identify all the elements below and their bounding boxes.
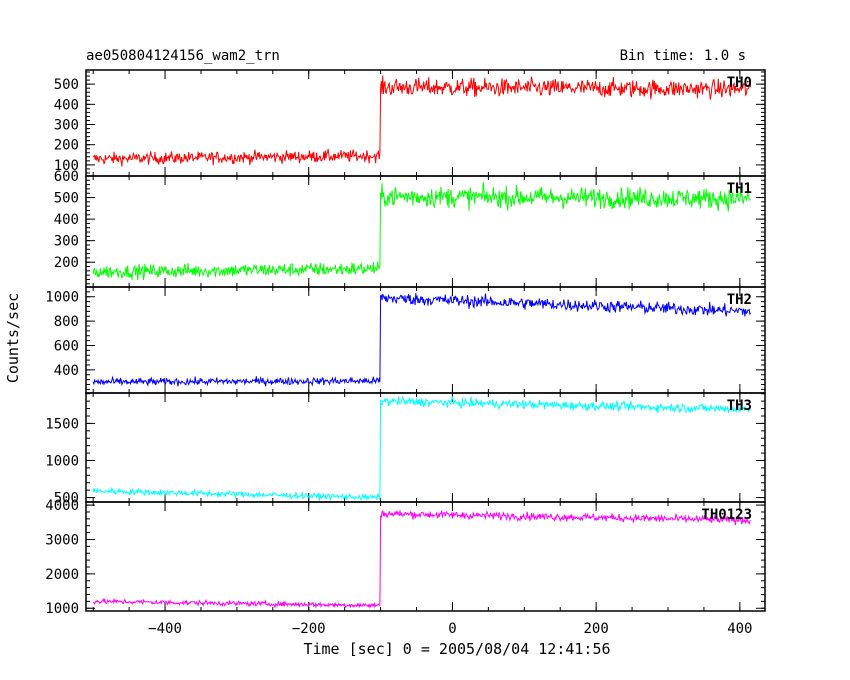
panels-layer: 100 200 300 400 500 TH0 200 300 400 500 600 TH1 400 6… bbox=[45, 69, 766, 637]
y-axis-title: Counts/sec bbox=[4, 293, 22, 383]
x-tick-label: 0 bbox=[448, 621, 456, 637]
y-tick-label: 4000 bbox=[45, 498, 79, 514]
y-tick-label: 800 bbox=[54, 314, 79, 330]
x-tick-label: −400 bbox=[148, 621, 182, 637]
y-tick-label: 600 bbox=[54, 338, 79, 354]
y-tick-label: 1000 bbox=[45, 290, 79, 306]
panel-label: TH0123 bbox=[701, 507, 752, 523]
panel-label: TH3 bbox=[727, 398, 752, 414]
panel-frame bbox=[85, 286, 766, 394]
chart-title: ae050804124156_wam2_trn bbox=[86, 48, 280, 64]
x-tick-label: 200 bbox=[583, 621, 608, 637]
y-tick-label: 400 bbox=[54, 97, 79, 113]
series-line-th1 bbox=[92, 181, 751, 281]
panel-th0: 100 200 300 400 500 TH0 bbox=[54, 69, 766, 177]
y-tick-label: 500 bbox=[54, 491, 79, 507]
y-tick-label: 500 bbox=[54, 77, 79, 93]
panel-th3: 500 1000 1500 TH3 bbox=[45, 392, 766, 507]
panel-label: TH2 bbox=[727, 292, 752, 308]
y-tick-label: 400 bbox=[54, 212, 79, 228]
y-tick-label: 300 bbox=[54, 118, 79, 134]
y-tick-label: 300 bbox=[54, 234, 79, 250]
series-line-th0 bbox=[92, 75, 752, 167]
x-tick-label: −200 bbox=[292, 621, 326, 637]
y-tick-label: 600 bbox=[54, 169, 79, 185]
series-line-th0123 bbox=[92, 509, 751, 609]
bin-time-label: Bin time: 1.0 s bbox=[620, 48, 746, 64]
y-tick-label: 2000 bbox=[45, 567, 79, 583]
y-tick-label: 1000 bbox=[45, 601, 79, 617]
y-tick-label: 1000 bbox=[45, 453, 79, 469]
y-tick-label: 400 bbox=[54, 363, 79, 379]
y-tick-label: 500 bbox=[54, 191, 79, 207]
x-axis-title: Time [sec] 0 = 2005/08/04 12:41:56 bbox=[303, 640, 610, 658]
panel-label: TH1 bbox=[727, 181, 752, 197]
panel-th0123: 1000 2000 3000 4000 TH0123 bbox=[45, 498, 766, 617]
panel-th2: 400 600 800 1000 TH2 bbox=[45, 286, 766, 394]
series-line-th3 bbox=[92, 395, 751, 502]
panel-th1: 200 300 400 500 600 TH1 bbox=[54, 169, 766, 288]
x-tick-label: 400 bbox=[727, 621, 752, 637]
y-tick-label: 3000 bbox=[45, 532, 79, 548]
panel-frame bbox=[85, 501, 766, 612]
panel-label: TH0 bbox=[727, 75, 752, 91]
y-tick-label: 1500 bbox=[45, 416, 79, 432]
y-tick-label: 200 bbox=[54, 255, 79, 271]
y-tick-label: 200 bbox=[54, 138, 79, 154]
series-line-th2 bbox=[92, 293, 752, 387]
y-tick-label: 100 bbox=[54, 158, 79, 174]
